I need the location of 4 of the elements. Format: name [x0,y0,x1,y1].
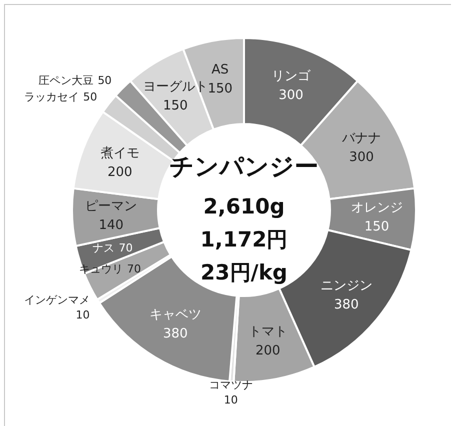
text: チンパンジー [170,152,318,181]
text: 2,610g [203,194,285,219]
text: 1,172円 [200,228,288,252]
text: 23円/kg [200,260,288,285]
